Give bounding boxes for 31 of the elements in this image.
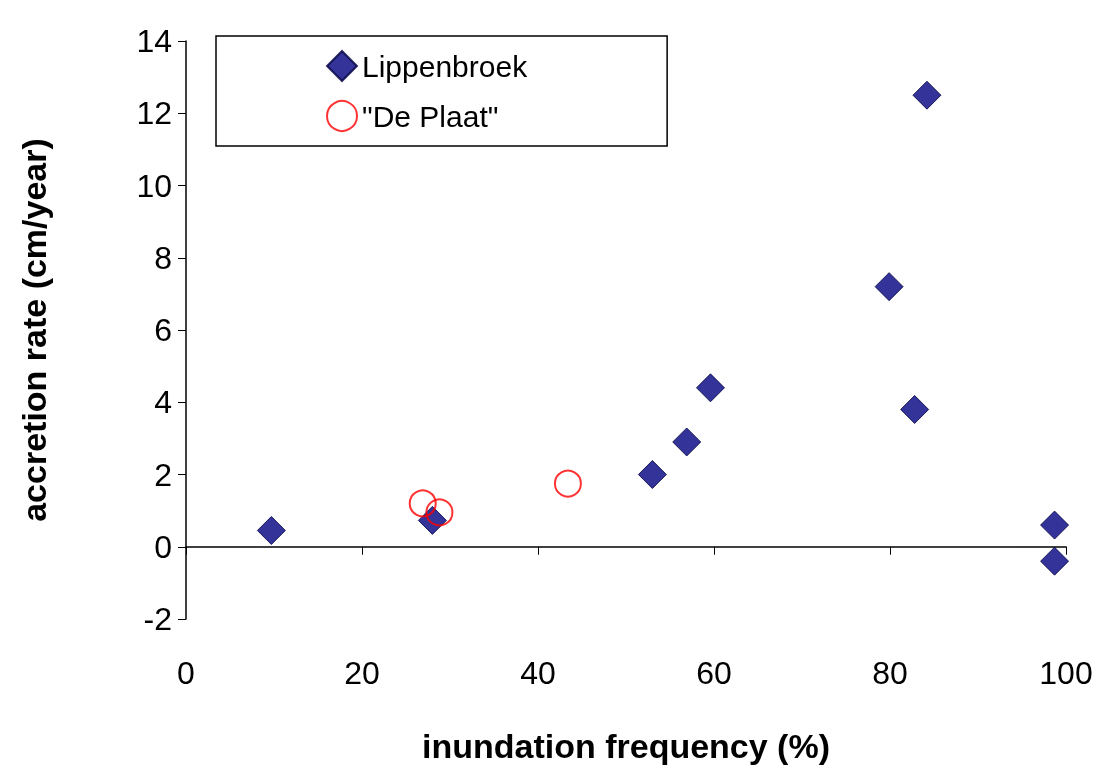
point bbox=[900, 394, 930, 424]
x-tick-label: 20 bbox=[344, 655, 380, 691]
point bbox=[425, 498, 454, 527]
point bbox=[637, 460, 667, 489]
x-tick-label: 60 bbox=[696, 655, 732, 691]
x-axis-title: inundation frequency (%) bbox=[422, 727, 830, 765]
point bbox=[874, 272, 904, 302]
x-tick-label: 0 bbox=[177, 655, 195, 691]
point bbox=[1040, 546, 1070, 576]
y-tick-label: 14 bbox=[136, 23, 172, 59]
y-tick-label: 10 bbox=[136, 167, 172, 204]
legend-label: Lippenbroek bbox=[362, 49, 529, 83]
y-tick-label: 2 bbox=[154, 456, 172, 493]
point bbox=[553, 469, 582, 498]
y-axis-title: accretion rate (cm/year) bbox=[15, 138, 53, 522]
y-tick-label: 4 bbox=[154, 384, 172, 421]
y-tick-label: 6 bbox=[154, 312, 172, 348]
x-tick-label: 100 bbox=[1039, 655, 1093, 691]
point bbox=[256, 515, 286, 545]
y-tick-label: 12 bbox=[136, 95, 172, 132]
point bbox=[1040, 510, 1070, 540]
x-tick-label: 80 bbox=[872, 655, 908, 691]
x-tick-label: 40 bbox=[520, 655, 556, 691]
y-tick-label: -2 bbox=[143, 601, 172, 637]
point bbox=[672, 427, 702, 457]
point bbox=[408, 489, 437, 518]
point bbox=[695, 373, 725, 403]
y-tick-label: 0 bbox=[154, 528, 172, 565]
point bbox=[912, 80, 942, 110]
legend-label: "De Plaat" bbox=[362, 99, 499, 133]
y-tick-label: 8 bbox=[154, 239, 172, 276]
